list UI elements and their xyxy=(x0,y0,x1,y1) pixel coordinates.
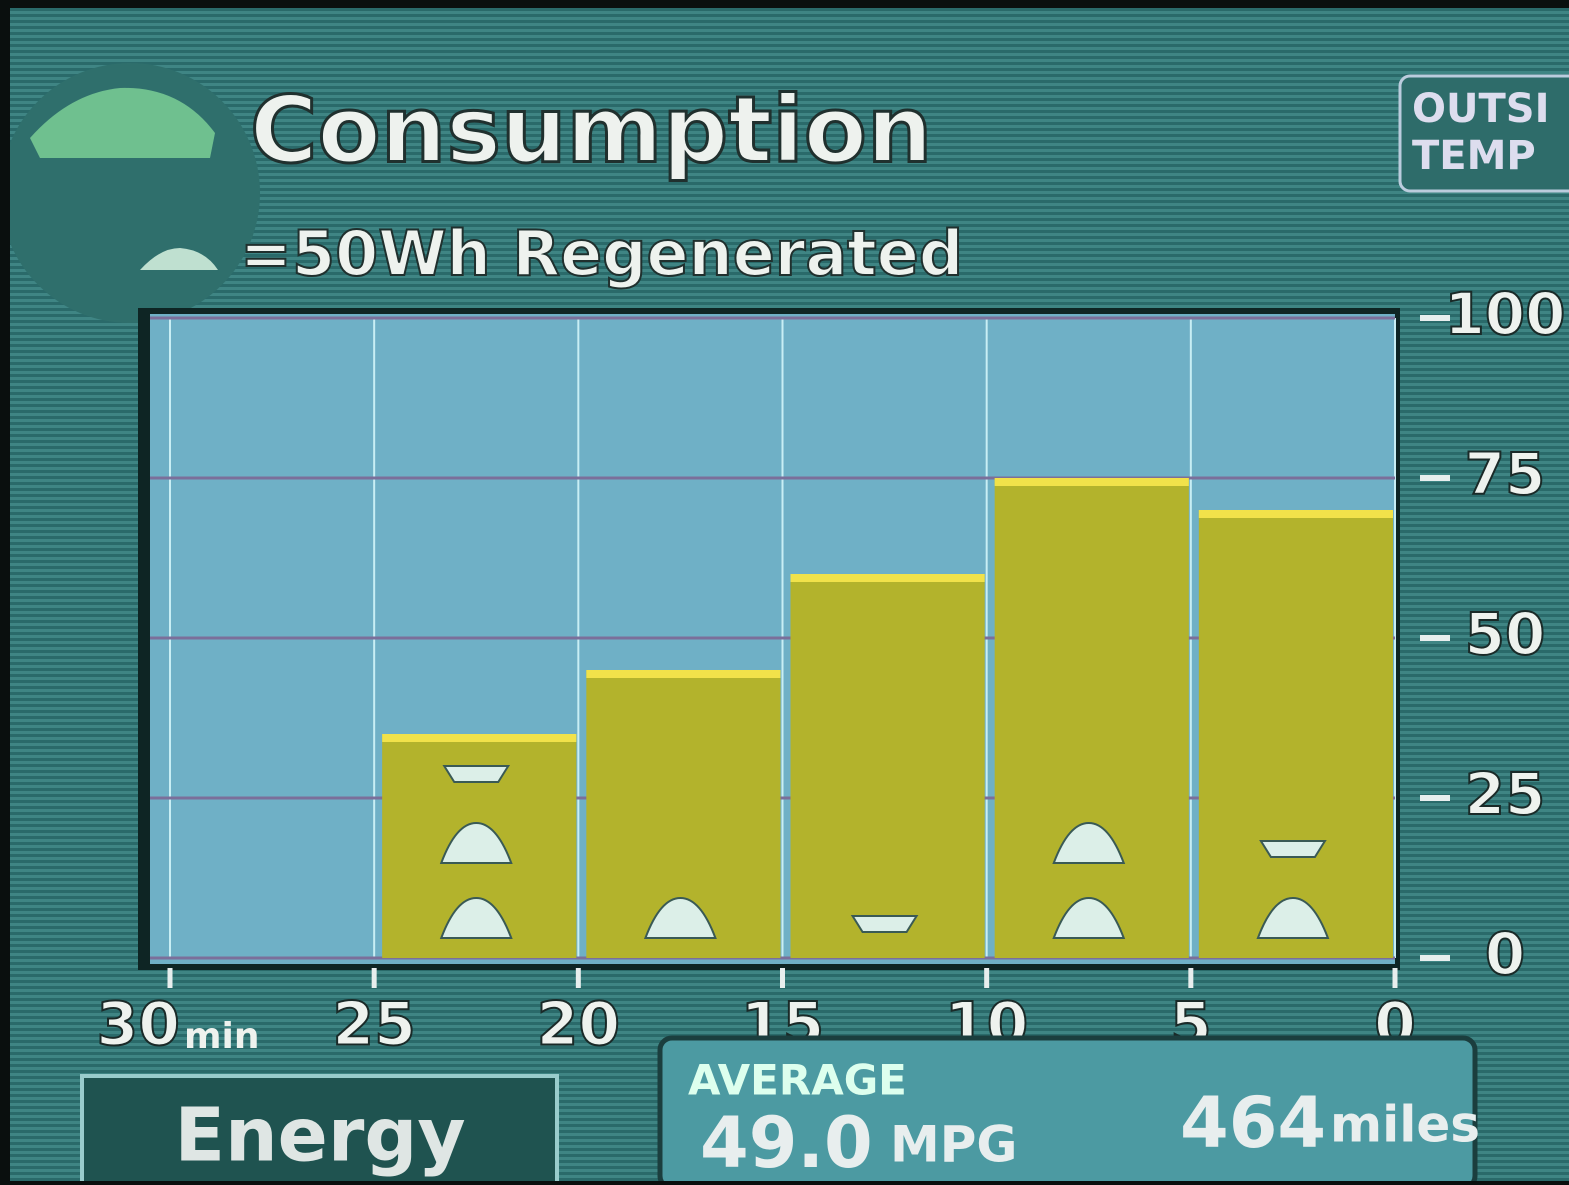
bar-top xyxy=(791,574,985,582)
x-tick-label: 25 xyxy=(332,990,416,1060)
regen-icon-partial xyxy=(1261,841,1325,857)
regen-icons xyxy=(853,916,917,932)
temp-label: OUTSI xyxy=(1412,86,1549,132)
bar xyxy=(791,574,985,958)
display: Consumption =50Wh Regenerated OUTSI TEMP… xyxy=(10,8,1569,1181)
range-unit: miles xyxy=(1330,1096,1480,1154)
legend-text: =50Wh Regenerated xyxy=(240,217,963,290)
bar-top xyxy=(1199,510,1393,518)
y-tick-label: 0 xyxy=(1485,920,1525,988)
y-tick-label: 25 xyxy=(1465,760,1546,828)
screen: Consumption =50Wh Regenerated OUTSI TEMP… xyxy=(10,8,1569,1181)
temp-label: TEMP xyxy=(1412,133,1536,179)
y-tick-label: 75 xyxy=(1465,440,1546,508)
bar-top xyxy=(382,734,576,742)
y-tick-label: 100 xyxy=(1444,280,1565,348)
bar xyxy=(1199,510,1393,958)
title: Consumption xyxy=(250,76,932,183)
regen-icon-partial xyxy=(444,766,508,782)
x-unit: min xyxy=(184,1016,259,1057)
bar-top xyxy=(586,670,780,678)
y-tick-label: 50 xyxy=(1465,600,1546,668)
average-mpg: 49.0 xyxy=(700,1102,873,1181)
average-mpg-unit: MPG xyxy=(890,1116,1017,1174)
range-value: 464 xyxy=(1180,1082,1326,1164)
energy-button-label[interactable]: Energy xyxy=(174,1093,465,1179)
x-tick-label: 30 xyxy=(97,990,181,1060)
regen-icon-partial xyxy=(853,916,917,932)
page: Consumption =50Wh Regenerated OUTSI TEMP… xyxy=(0,0,1569,1181)
bar-top xyxy=(995,478,1189,486)
average-label: AVERAGE xyxy=(688,1056,907,1105)
bar xyxy=(995,478,1189,958)
x-tick-label: 20 xyxy=(537,990,621,1060)
